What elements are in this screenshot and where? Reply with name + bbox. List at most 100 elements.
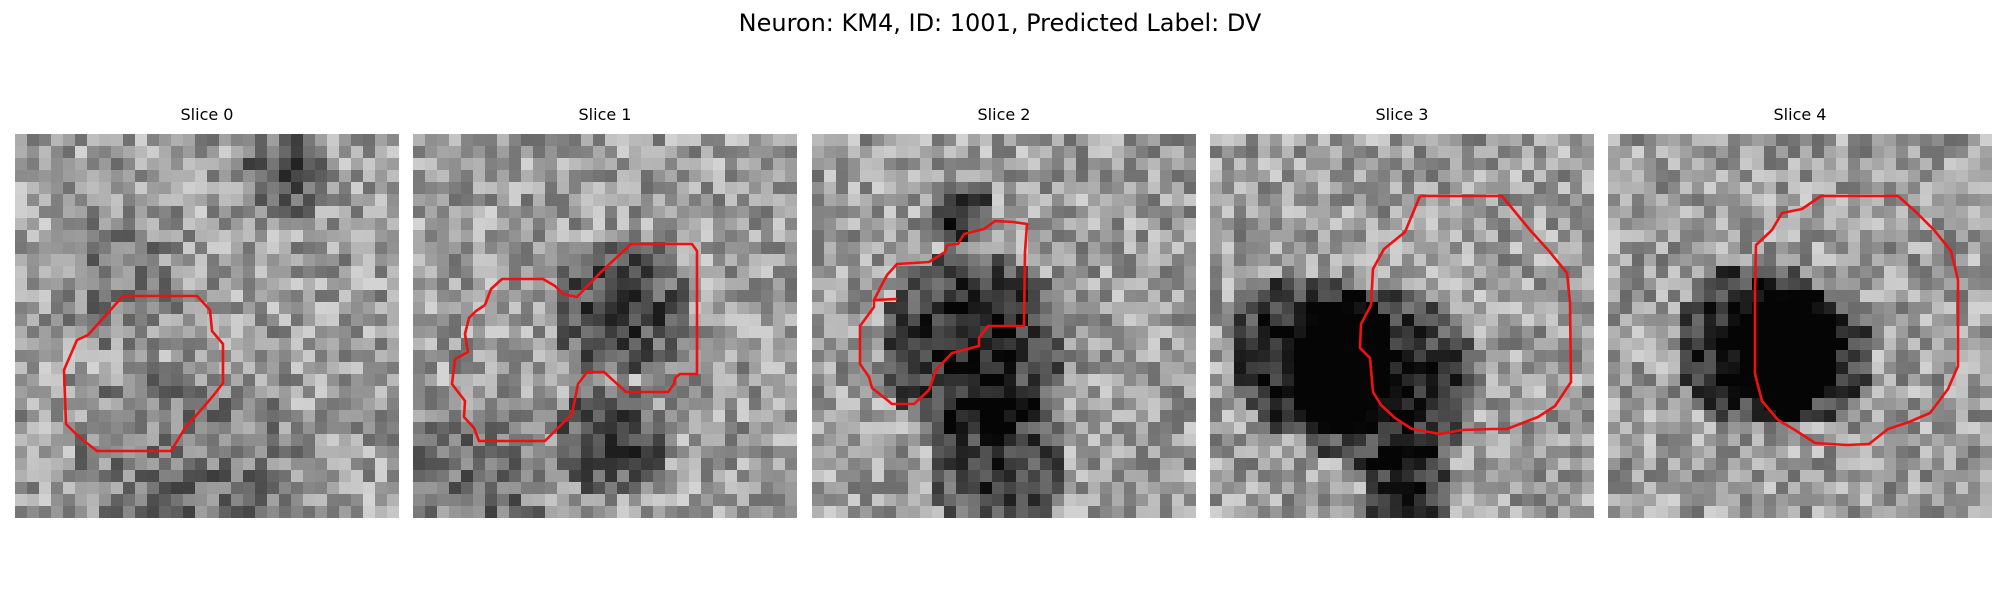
pixel [1402,482,1415,495]
pixel [1052,410,1065,423]
pixel [1342,422,1355,435]
pixel [641,134,654,147]
pixel [303,194,316,207]
pixel [1342,482,1355,495]
pixel [1318,170,1331,183]
pixel [1510,434,1523,447]
pixel [1558,410,1571,423]
pixel [725,302,738,315]
pixel [111,242,124,255]
pixel [992,146,1005,159]
pixel [51,494,64,507]
pixel [1872,314,1885,327]
pixel [1812,242,1825,255]
pixel [1004,182,1017,195]
pixel [980,182,993,195]
pixel [1740,278,1753,291]
pixel [1486,278,1499,291]
pixel [1692,458,1705,471]
pixel [207,290,220,303]
pixel [1510,362,1523,375]
pixel [437,362,450,375]
pixel [713,194,726,207]
pixel [689,386,702,399]
pixel [533,194,546,207]
pixel [1582,410,1594,423]
pixel [1498,506,1511,518]
pixel [569,350,582,363]
pixel [183,494,196,507]
pixel [701,158,714,171]
pixel [785,302,797,315]
pixel [1546,134,1559,147]
pixel [1546,290,1559,303]
pixel [860,134,873,147]
pixel [1860,374,1873,387]
pixel [569,434,582,447]
pixel [1184,158,1196,171]
pixel [1728,422,1741,435]
pixel [363,314,376,327]
pixel [99,206,112,219]
pixel [1764,290,1777,303]
pixel [713,422,726,435]
pixel [944,470,957,483]
pixel [267,314,280,327]
pixel [992,482,1005,495]
segmentation-outline [62,294,225,453]
pixel [27,302,40,315]
pixel [1474,326,1487,339]
pixel [773,326,786,339]
pixel [267,218,280,231]
pixel [1656,350,1669,363]
pixel [413,266,426,279]
pixel [1378,206,1391,219]
pixel [725,338,738,351]
pixel [944,338,957,351]
pixel [737,314,750,327]
pixel [1668,314,1681,327]
pixel [375,338,388,351]
pixel [593,506,606,518]
pixel [1402,182,1415,195]
pixel [785,326,797,339]
pixel [207,434,220,447]
pixel [1656,242,1669,255]
pixel [1644,230,1657,243]
pixel [387,290,399,303]
pixel [1752,170,1765,183]
pixel [449,506,462,518]
pixel [773,482,786,495]
pixel [1776,266,1789,279]
pixel [147,158,160,171]
pixel [509,290,522,303]
pixel [461,362,474,375]
pixel [1908,434,1921,447]
pixel [1546,410,1559,423]
pixel [1704,218,1717,231]
pixel [968,242,981,255]
pixel [980,326,993,339]
pixel [425,134,438,147]
pixel [147,422,160,435]
pixel [363,242,376,255]
pixel [1848,386,1861,399]
pixel [195,266,208,279]
pixel [1656,386,1669,399]
pixel [279,230,292,243]
pixel [1004,134,1017,147]
pixel [437,266,450,279]
pixel [219,158,232,171]
pixel [1052,218,1065,231]
pixel [1426,218,1439,231]
pixel [1546,146,1559,159]
pixel [135,182,148,195]
pixel [665,218,678,231]
pixel [737,422,750,435]
pixel [207,374,220,387]
pixel [449,302,462,315]
pixel [387,410,399,423]
pixel [1980,410,1992,423]
pixel [363,194,376,207]
pixel [291,146,304,159]
